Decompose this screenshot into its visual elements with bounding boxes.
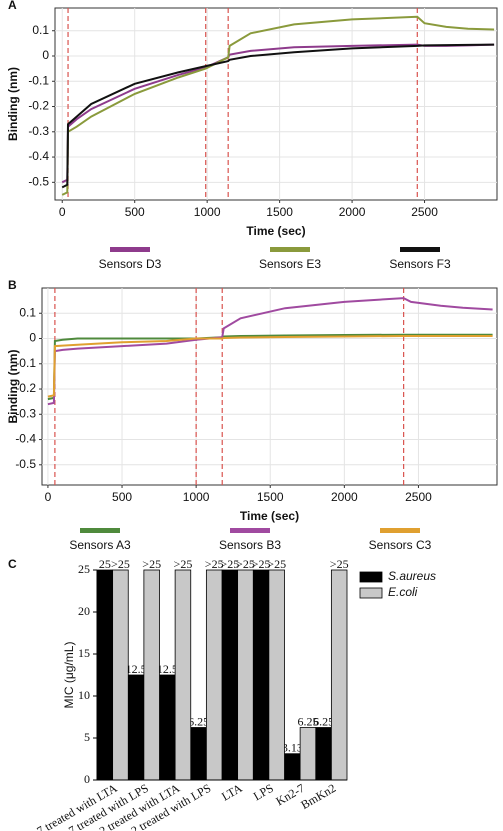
bar	[96, 569, 114, 781]
legend-label: S.aureus	[388, 569, 436, 583]
value-label: >25	[220, 557, 239, 571]
value-label: >25	[330, 557, 349, 571]
legend-label: Sensors B3	[219, 538, 281, 552]
y-tick-label: 15	[78, 646, 90, 660]
bar	[268, 569, 285, 781]
bar	[112, 569, 129, 781]
x-tick-label: 2500	[405, 490, 432, 504]
bar	[190, 727, 207, 781]
legend-swatch	[110, 247, 150, 252]
plot-area	[41, 287, 498, 486]
data-line	[61, 15, 495, 196]
y-tick-label: -0.5	[15, 457, 36, 471]
legend-swatch	[359, 587, 383, 599]
y-tick-label: 5	[84, 730, 90, 744]
y-tick-label: -0.4	[15, 432, 36, 446]
x-tick-label: 0	[45, 490, 52, 504]
value-label: 3.13	[282, 740, 303, 754]
y-tick-label: 0.1	[19, 305, 36, 319]
bar	[221, 569, 239, 781]
legend-swatch	[230, 528, 270, 533]
legend-label: Sensors C3	[369, 538, 432, 552]
bar	[237, 569, 254, 781]
x-tick-label: 2000	[339, 205, 366, 219]
bar	[205, 569, 223, 781]
bar	[299, 727, 317, 781]
data-line	[47, 335, 493, 398]
value-label: 25	[99, 557, 111, 571]
y-tick-label: -0.4	[28, 149, 49, 163]
value-label: 6.25	[188, 714, 209, 728]
x-tick-label: 2000	[331, 490, 358, 504]
panel-label: B	[8, 278, 17, 292]
value-label: 12.5	[157, 662, 178, 676]
legend-label: Sensors D3	[99, 257, 162, 271]
x-tick-label: 500	[112, 490, 132, 504]
x-axis-label: Time (sec)	[246, 224, 305, 238]
plot-area	[54, 7, 498, 201]
value-label: 6.25	[313, 714, 334, 728]
legend-swatch	[400, 247, 440, 252]
bar	[284, 753, 301, 781]
y-axis-label: Binding (nm)	[6, 350, 20, 424]
x-axis-label: Time (sec)	[240, 509, 299, 523]
x-tick-label: 1500	[266, 205, 293, 219]
y-axis-label: Binding (nm)	[6, 67, 20, 141]
legend-swatch	[270, 247, 310, 252]
y-tick-label: 0	[84, 772, 90, 786]
value-label: >25	[236, 557, 255, 571]
data-line	[61, 43, 495, 189]
panel-label: A	[8, 0, 17, 12]
y-tick-label: 0.1	[32, 23, 49, 37]
legend-swatch	[359, 571, 383, 583]
x-tick-label: 2500	[411, 205, 438, 219]
value-label: >25	[111, 557, 130, 571]
y-tick-label: 0	[42, 48, 49, 62]
y-tick-label: -0.2	[28, 99, 49, 113]
y-tick-label: -0.3	[15, 406, 36, 420]
legend-label: Sensors A3	[69, 538, 131, 552]
y-tick-label: -0.3	[28, 124, 49, 138]
x-tick-label: BmKn2	[298, 781, 338, 812]
value-label: >25	[252, 557, 271, 571]
bar	[174, 569, 192, 781]
value-label: >25	[205, 557, 224, 571]
value-label: >25	[174, 557, 193, 571]
legend-swatch	[80, 528, 120, 533]
legend-label: E.coli	[388, 585, 418, 599]
value-label: 12.5	[126, 662, 147, 676]
x-tick-label: 500	[125, 205, 145, 219]
legend-swatch	[380, 528, 420, 533]
y-tick-label: 20	[78, 604, 90, 618]
x-tick-label: 1500	[257, 490, 284, 504]
y-tick-label: 25	[78, 562, 90, 576]
legend-label: Sensors E3	[259, 257, 321, 271]
y-axis-label: MIC (μg/mL)	[62, 642, 76, 709]
y-tick-label: 0	[29, 331, 36, 345]
y-tick-label: -0.1	[15, 356, 36, 370]
bar	[315, 727, 332, 781]
x-tick-label: LPS	[251, 781, 276, 803]
bar	[252, 569, 270, 781]
bar	[159, 674, 176, 781]
value-label: >25	[142, 557, 161, 571]
value-label: 6.25	[297, 714, 318, 728]
y-tick-label: -0.1	[28, 73, 49, 87]
panel-label: C	[8, 557, 17, 571]
bar	[330, 569, 348, 781]
x-tick-label: 0	[59, 205, 66, 219]
x-tick-label: 1000	[183, 490, 210, 504]
legend-label: Sensors F3	[389, 257, 451, 271]
x-tick-label: 1000	[194, 205, 221, 219]
bar	[127, 674, 145, 781]
bar	[143, 569, 160, 781]
y-tick-label: -0.2	[15, 381, 36, 395]
value-label: >25	[267, 557, 286, 571]
y-tick-label: -0.5	[28, 174, 49, 188]
data-line	[47, 297, 493, 406]
x-tick-label: LTA	[219, 781, 245, 804]
y-tick-label: 10	[78, 688, 90, 702]
